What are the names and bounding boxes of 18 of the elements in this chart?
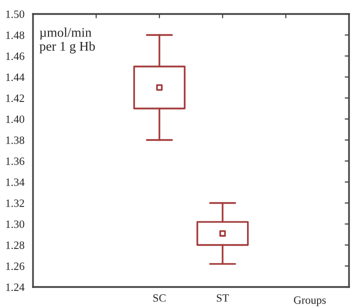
y-tick-label: 1.42 <box>6 94 24 102</box>
x-tick-label: SC <box>153 294 166 302</box>
y-tick-label: 1.26 <box>6 262 24 270</box>
y-tick-label: 1.28 <box>6 241 24 250</box>
y-tick-label: 1.46 <box>6 52 24 60</box>
x-axis-title: Groups <box>294 296 326 306</box>
y-tick-label: 1.36 <box>6 157 24 166</box>
y-tick-label: 1.24 <box>6 283 24 292</box>
y-tick-label: 1.48 <box>6 31 24 40</box>
y-tick-label: 1.32 <box>6 199 24 208</box>
y-tick-label: 1.34 <box>6 178 24 186</box>
y-tick-label: 1.38 <box>6 136 24 144</box>
y-tick-label: 1.44 <box>6 74 24 82</box>
y-tick-label: 1.40 <box>6 115 24 124</box>
y-axis-title: µmol/min per 1 g Hb <box>40 28 95 54</box>
y-tick-label: 1.30 <box>6 220 24 228</box>
x-tick-label: ST <box>216 294 229 302</box>
y-tick-label: 1.50 <box>6 10 24 18</box>
